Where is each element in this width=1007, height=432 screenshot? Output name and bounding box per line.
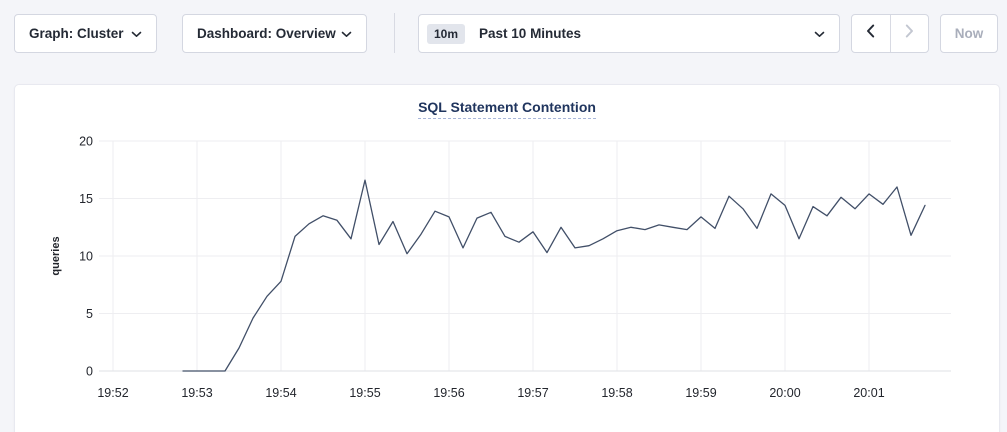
chevron-down-icon (131, 26, 142, 41)
y-tick-label: 20 (79, 135, 93, 149)
time-range-label: Past 10 Minutes (479, 26, 582, 41)
x-tick-label: 19:53 (181, 386, 212, 400)
chevron-right-icon (905, 24, 914, 43)
x-tick-label: 19:52 (97, 386, 128, 400)
chart-svg[interactable]: 19:52 19:53 19:54 19:55 19:56 19:57 19:58 19:59… (15, 85, 1000, 432)
time-step-button-group (851, 14, 929, 53)
step-forward-button[interactable] (889, 15, 929, 52)
graph-dropdown-label: Graph: Cluster (29, 26, 124, 41)
step-back-button[interactable] (852, 15, 890, 52)
x-tick-label: 19:55 (349, 386, 380, 400)
x-tick-label: 19:57 (517, 386, 548, 400)
time-window-badge: 10m (427, 23, 466, 44)
y-tick-label: 0 (86, 365, 93, 379)
chevron-down-icon (341, 26, 352, 41)
chart-title-row: SQL Statement Contention (15, 99, 999, 119)
chevron-left-icon (866, 24, 875, 43)
series-line (182, 179, 926, 372)
chevron-down-icon (814, 26, 825, 41)
toolbar-divider (394, 13, 395, 53)
y-tick-label: 10 (79, 250, 93, 264)
x-tick-label: 19:56 (433, 386, 464, 400)
x-tick-label: 19:59 (685, 386, 716, 400)
now-button-label: Now (954, 26, 984, 41)
x-tick-label: 19:58 (601, 386, 632, 400)
x-tick-label: 20:00 (769, 386, 800, 400)
dashboard-dropdown-label: Dashboard: Overview (197, 26, 336, 41)
chart-title[interactable]: SQL Statement Contention (418, 99, 596, 119)
chart-panel: SQL Statement Contention 19:52 19:53 19:54… (14, 84, 1000, 432)
x-tick-label: 20:01 (853, 386, 884, 400)
y-tick-label: 5 (86, 307, 93, 321)
y-axis-label: queries (50, 236, 62, 275)
y-tick-label: 15 (79, 192, 93, 206)
graph-dropdown[interactable]: Graph: Cluster (14, 14, 157, 53)
x-tick-label: 19:54 (265, 386, 296, 400)
dashboard-dropdown[interactable]: Dashboard: Overview (182, 14, 367, 53)
time-range-selector[interactable]: 10m Past 10 Minutes (418, 14, 840, 53)
now-button[interactable]: Now (940, 14, 998, 53)
